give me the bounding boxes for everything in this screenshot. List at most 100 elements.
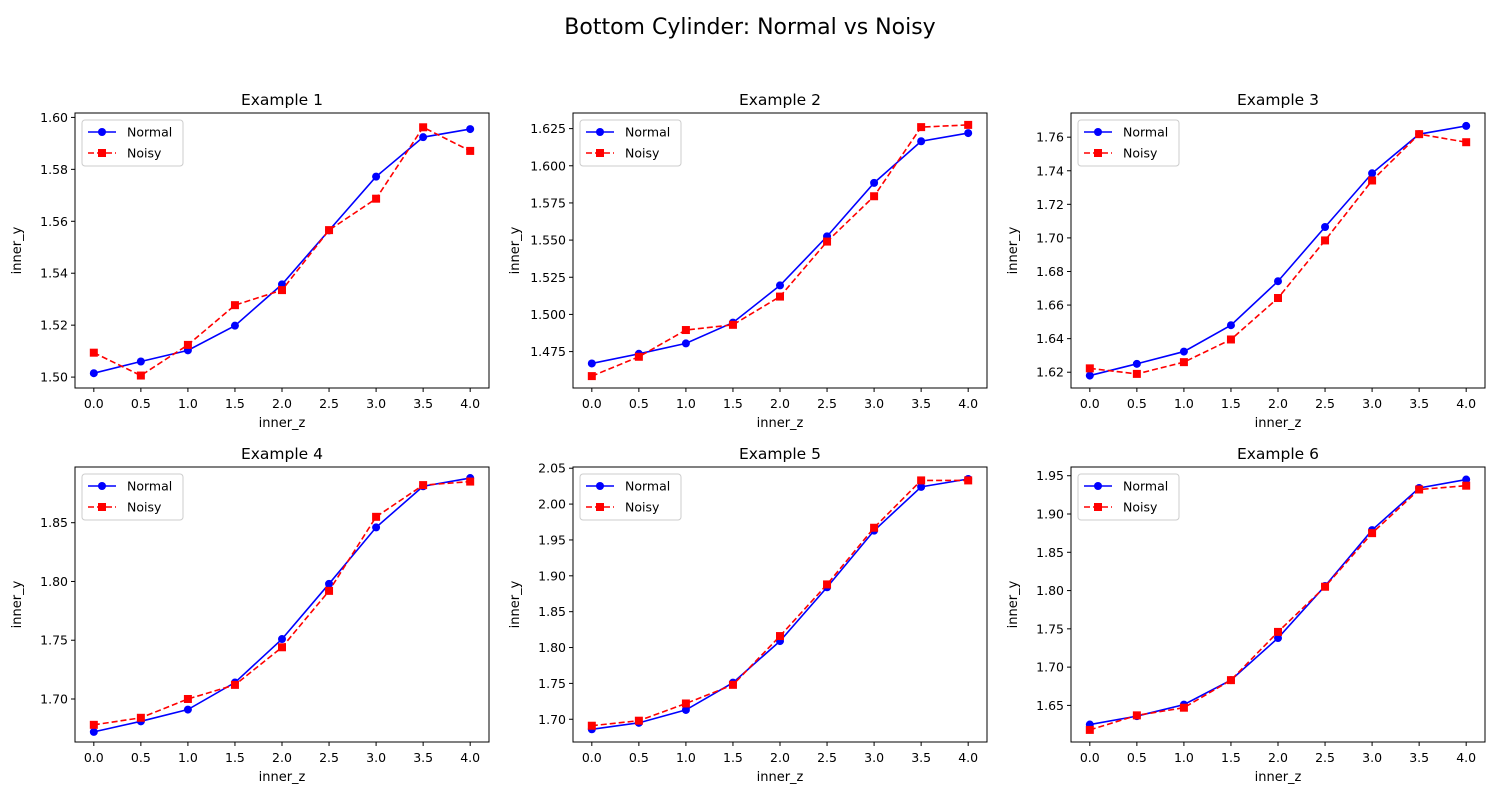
point-noisy xyxy=(1085,364,1094,373)
point-noisy xyxy=(823,237,832,246)
point-normal xyxy=(278,635,286,644)
x-tick-label: 0.5 xyxy=(131,750,151,765)
x-axis-label: inner_z xyxy=(757,770,804,785)
point-noisy xyxy=(89,720,98,729)
series-line-normal xyxy=(591,132,969,365)
x-tick-label: 1.5 xyxy=(723,396,743,411)
point-noisy xyxy=(136,713,145,722)
point-normal xyxy=(964,129,973,138)
legend-label-normal: Normal xyxy=(1123,479,1168,494)
y-tick-label: 1.52 xyxy=(40,318,68,333)
subplot-1: Example 1 0.0 0.5 1.0 1.5 2.0 2.5 3.0 3.5 4.0 1.50… xyxy=(10,91,490,431)
subplot-3: Example 3 0.0 0.5 1.0 1.5 2.0 2.5 3.0 3.5 4.0 1.62… xyxy=(1006,91,1486,431)
x-tick-label: 3.0 xyxy=(864,750,884,765)
point-noisy xyxy=(1226,676,1235,685)
x-tick-label: 1.5 xyxy=(225,396,245,411)
y-tick-label: 1.64 xyxy=(1036,331,1064,346)
y-tick-label: 2.05 xyxy=(538,461,566,476)
x-tick-label: 2.0 xyxy=(1268,750,1288,765)
point-normal xyxy=(1321,222,1330,231)
x-tick-label: 4.0 xyxy=(460,396,480,411)
x-tick-label: 0.0 xyxy=(582,396,602,411)
legend: Normal Noisy xyxy=(579,473,682,521)
axes-frame xyxy=(572,466,988,743)
point-noisy xyxy=(1274,627,1282,636)
y-tick-label: 1.90 xyxy=(538,568,566,583)
axes-frame xyxy=(1070,466,1486,743)
legend-marker-noisy xyxy=(1094,149,1102,157)
point-noisy xyxy=(1462,138,1471,147)
point-normal xyxy=(1085,371,1094,380)
y-axis-label: inner_y xyxy=(1006,226,1021,274)
y-tick-label: 1.600 xyxy=(530,158,566,173)
point-normal xyxy=(136,357,145,366)
subplot-2: Example 2 0.0 0.5 1.0 1.5 2.0 2.5 3.0 3.5 4.0 1.47… xyxy=(508,91,988,431)
x-tick-label: 1.0 xyxy=(676,396,696,411)
x-axis-label: inner_z xyxy=(757,416,804,431)
x-tick-label: 3.5 xyxy=(413,396,433,411)
point-noisy xyxy=(964,476,973,485)
x-tick-label: 0.5 xyxy=(1127,396,1147,411)
y-tick-label: 1.76 xyxy=(1036,130,1064,145)
x-tick-label: 4.0 xyxy=(958,750,978,765)
point-normal xyxy=(466,125,475,134)
subplot-title: Example 6 xyxy=(1237,445,1319,463)
point-noisy xyxy=(1368,529,1377,538)
x-tick-label: 3.0 xyxy=(366,396,386,411)
point-normal xyxy=(776,281,784,290)
y-tick-label: 1.70 xyxy=(40,691,68,706)
x-tick-label: 0.0 xyxy=(84,750,104,765)
y-tick-label: 1.90 xyxy=(1036,507,1064,522)
y-tick-label: 1.50 xyxy=(40,370,68,385)
x-tick-label: 1.0 xyxy=(178,750,198,765)
axes-frame xyxy=(1070,112,1486,389)
subplot-5: Example 5 0.0 0.5 1.0 1.5 2.0 2.5 3.0 3.5 4.0 1.70… xyxy=(508,445,988,785)
point-normal xyxy=(917,137,926,146)
legend: Normal Noisy xyxy=(81,473,184,521)
point-noisy xyxy=(964,120,973,129)
legend: Normal Noisy xyxy=(579,119,682,167)
x-tick-label: 3.0 xyxy=(1362,750,1382,765)
legend-marker-normal xyxy=(98,128,106,136)
x-axis-label: inner_z xyxy=(1255,416,1302,431)
x-tick-label: 4.0 xyxy=(460,750,480,765)
legend-label-noisy: Noisy xyxy=(127,146,162,161)
x-tick-label: 1.5 xyxy=(1221,750,1241,765)
legend-label-noisy: Noisy xyxy=(625,146,660,161)
point-normal xyxy=(372,172,381,181)
y-tick-label: 1.500 xyxy=(530,307,566,322)
point-noisy xyxy=(681,326,690,335)
y-tick-label: 1.68 xyxy=(1036,264,1064,279)
x-tick-label: 2.5 xyxy=(1315,396,1335,411)
point-noisy xyxy=(870,523,879,532)
legend-marker-noisy xyxy=(98,503,106,511)
point-normal xyxy=(681,705,690,714)
y-tick-label: 1.80 xyxy=(538,640,566,655)
legend-marker-normal xyxy=(596,128,604,136)
y-tick-label: 1.70 xyxy=(538,712,566,727)
y-tick-label: 1.475 xyxy=(530,344,566,359)
point-noisy xyxy=(823,580,832,589)
x-tick-label: 1.0 xyxy=(676,750,696,765)
point-normal xyxy=(1274,634,1282,643)
legend-marker-noisy xyxy=(98,149,106,157)
point-noisy xyxy=(681,699,690,708)
legend-label-normal: Normal xyxy=(625,125,670,140)
point-normal xyxy=(89,727,98,736)
point-noisy xyxy=(183,694,192,703)
y-axis-label: inner_y xyxy=(508,226,523,274)
point-noisy xyxy=(1274,294,1282,303)
y-tick-label: 2.00 xyxy=(538,497,566,512)
point-noisy xyxy=(917,476,926,485)
point-noisy xyxy=(278,286,286,295)
y-tick-label: 1.54 xyxy=(40,266,68,281)
subplots-grid: Example 10.0 0.5 1.0 1.5 2.0 2.5 3.0 3.5 4.01.50… xyxy=(10,91,1486,785)
subplot-title: Example 5 xyxy=(739,445,821,463)
axes-frame xyxy=(74,112,490,389)
subplot-6: Example 6 0.0 0.5 1.0 1.5 2.0 2.5 3.0 3.5 4.0 1.65… xyxy=(1006,445,1486,785)
y-tick-label: 1.74 xyxy=(1036,163,1064,178)
y-tick-label: 1.95 xyxy=(1036,468,1064,483)
y-tick-label: 1.85 xyxy=(40,515,68,530)
subplot-title: Example 2 xyxy=(739,91,821,109)
legend-label-normal: Normal xyxy=(127,479,172,494)
